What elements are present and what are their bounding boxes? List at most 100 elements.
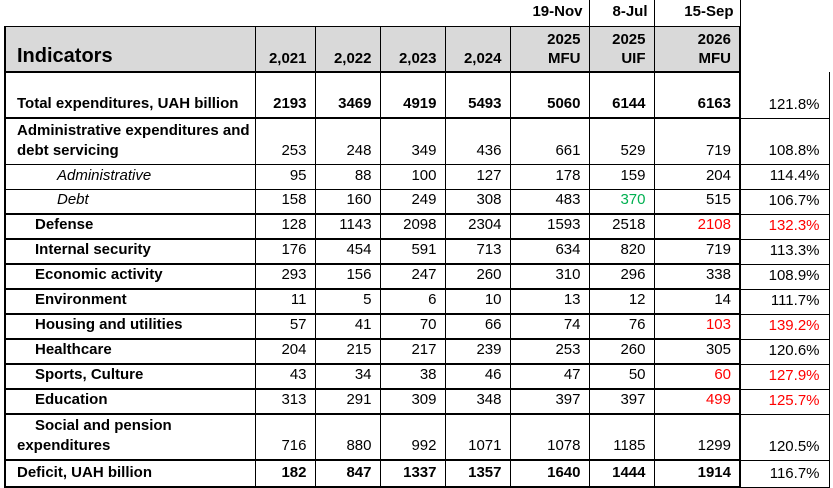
table-row: Defense 128 1143 2098 2304 1593 2518 210…: [4, 213, 830, 239]
value-cell: 239: [444, 338, 511, 364]
value-cell: 397: [588, 388, 655, 414]
value-cell: 260: [588, 338, 655, 364]
percent-cell: 120.6%: [740, 338, 830, 364]
percent-cell: 116.7%: [740, 459, 830, 488]
value-cell: 5493: [444, 71, 511, 118]
percent-cell: 113.3%: [740, 238, 830, 264]
value-cell: 247: [379, 263, 446, 289]
percent-cell: 114.4%: [740, 163, 830, 189]
table-row: Administrative expenditures and debt ser…: [4, 117, 830, 164]
value-cell: 436: [444, 117, 511, 164]
value-cell: 178: [509, 163, 590, 189]
percent-header-empty: [740, 26, 829, 72]
forecast-year: 2025: [547, 31, 581, 48]
indicator-label: Environment: [4, 288, 256, 314]
percent-cell: 108.8%: [740, 117, 830, 164]
value-cell: 1078: [509, 413, 590, 460]
value-cell-highlight-red: 103: [653, 313, 741, 339]
value-cell: 13: [509, 288, 590, 314]
value-cell: 529: [588, 117, 655, 164]
table-row: Housing and utilities 57 41 70 66 74 76 …: [4, 313, 830, 339]
value-cell: 14: [653, 288, 741, 314]
percent-cell: 108.9%: [740, 263, 830, 289]
table-row: Debt 158 160 249 308 483 370 515 106.7%: [4, 188, 830, 214]
value-cell: 100: [379, 163, 446, 189]
value-cell: 305: [653, 338, 741, 364]
value-cell: 95: [254, 163, 316, 189]
value-cell: 310: [509, 263, 590, 289]
value-cell: 308: [444, 188, 511, 214]
value-cell: 2193: [254, 71, 316, 118]
value-cell: 349: [379, 117, 446, 164]
year-header: 2,023: [379, 25, 446, 73]
indicator-label: Administrative expenditures and debt ser…: [4, 117, 256, 164]
value-cell: 1071: [444, 413, 511, 460]
value-cell: 12: [588, 288, 655, 314]
value-cell: 309: [379, 388, 446, 414]
value-cell: 156: [314, 263, 381, 289]
value-cell: 634: [509, 238, 590, 264]
indicator-label: Deficit, UAH billion: [4, 459, 256, 488]
value-cell: 128: [254, 213, 316, 239]
table-row: Sports, Culture 43 34 38 46 47 50 60 127…: [4, 363, 830, 389]
value-cell: 253: [254, 117, 316, 164]
value-cell: 74: [509, 313, 590, 339]
table-row: Internal security 176 454 591 713 634 82…: [4, 238, 830, 264]
value-cell: 248: [314, 117, 381, 164]
forecast-source: MFU: [698, 50, 732, 67]
indicator-label: Defense: [4, 213, 256, 239]
percent-cell-highlight-red: 132.3%: [740, 213, 830, 239]
value-cell: 70: [379, 313, 446, 339]
value-cell: 1640: [509, 459, 590, 488]
value-cell: 34: [314, 363, 381, 389]
value-cell: 291: [314, 388, 381, 414]
value-cell: 1337: [379, 459, 446, 488]
value-cell-highlight-red: 2108: [653, 213, 741, 239]
value-cell: 249: [379, 188, 446, 214]
table-row: Deficit, UAH billion 182 847 1337 1357 1…: [4, 459, 830, 488]
value-cell: 38: [379, 363, 446, 389]
date-row: 19-Nov 8-Jul 15-Sep: [5, 0, 829, 26]
value-cell: 719: [653, 117, 741, 164]
value-cell-highlight-red: 60: [653, 363, 741, 389]
value-cell: 50: [588, 363, 655, 389]
value-cell: 483: [509, 188, 590, 214]
date-row-spacer: [740, 0, 829, 26]
value-cell: 6: [379, 288, 446, 314]
value-cell: 215: [314, 338, 381, 364]
value-cell: 2098: [379, 213, 446, 239]
value-cell: 661: [509, 117, 590, 164]
value-cell: 1444: [588, 459, 655, 488]
indicator-label: Administrative: [4, 163, 256, 189]
value-cell: 3469: [314, 71, 381, 118]
value-cell: 1914: [653, 459, 741, 488]
budget-table: 19-Nov 8-Jul 15-Sep Indicators 2,021 2,0…: [4, 0, 830, 488]
value-cell: 10: [444, 288, 511, 314]
value-cell: 43: [254, 363, 316, 389]
indicators-header: Indicators: [4, 25, 256, 73]
value-cell: 1143: [314, 213, 381, 239]
forecast-year: 2026: [697, 31, 731, 48]
header-row: Indicators 2,021 2,022 2,023 2,024 2025 …: [4, 25, 829, 73]
table-row: Social and pension expenditures 716 880 …: [4, 413, 830, 460]
percent-cell: 121.8%: [740, 72, 830, 118]
value-cell-highlight-red: 499: [653, 388, 741, 414]
forecast-year: 2025: [612, 31, 646, 48]
value-cell: 41: [314, 313, 381, 339]
indicator-label: Social and pension expenditures: [4, 413, 256, 460]
value-cell: 591: [379, 238, 446, 264]
percent-cell: 106.7%: [740, 188, 830, 214]
value-cell: 57: [254, 313, 316, 339]
table-row: Environment 11 5 6 10 13 12 14 111.7%: [4, 288, 830, 314]
date-header: 19-Nov: [510, 0, 590, 26]
indicator-label: Total expenditures, UAH billion: [4, 71, 256, 118]
forecast-header: 2026 MFU: [653, 25, 741, 73]
value-cell: 6163: [653, 71, 741, 118]
value-cell: 1593: [509, 213, 590, 239]
value-cell: 847: [314, 459, 381, 488]
value-cell: 5: [314, 288, 381, 314]
value-cell: 176: [254, 238, 316, 264]
value-cell: 66: [444, 313, 511, 339]
value-cell: 6144: [588, 71, 655, 118]
indicator-label: Housing and utilities: [4, 313, 256, 339]
